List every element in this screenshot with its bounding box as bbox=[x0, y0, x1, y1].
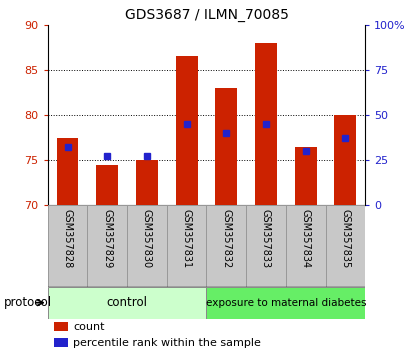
Bar bbox=[88, 205, 127, 287]
Bar bbox=[48, 287, 207, 319]
Bar bbox=[54, 338, 68, 347]
Text: GSM357828: GSM357828 bbox=[63, 209, 73, 269]
Text: GSM357833: GSM357833 bbox=[261, 209, 271, 269]
Text: GSM357829: GSM357829 bbox=[102, 209, 112, 269]
Text: GSM357835: GSM357835 bbox=[340, 209, 350, 269]
Bar bbox=[54, 322, 68, 331]
Bar bbox=[246, 205, 286, 287]
Text: exposure to maternal diabetes: exposure to maternal diabetes bbox=[205, 298, 366, 308]
Bar bbox=[96, 165, 118, 205]
Bar bbox=[334, 115, 356, 205]
Text: count: count bbox=[73, 322, 105, 332]
Bar bbox=[176, 56, 198, 205]
Text: GSM357832: GSM357832 bbox=[221, 209, 231, 269]
Title: GDS3687 / ILMN_70085: GDS3687 / ILMN_70085 bbox=[124, 8, 288, 22]
Text: percentile rank within the sample: percentile rank within the sample bbox=[73, 338, 261, 348]
Bar bbox=[207, 205, 246, 287]
Text: control: control bbox=[107, 296, 148, 309]
Bar bbox=[325, 205, 365, 287]
Text: protocol: protocol bbox=[4, 296, 52, 309]
Text: GSM357831: GSM357831 bbox=[182, 209, 192, 269]
Bar bbox=[286, 205, 325, 287]
Bar bbox=[207, 287, 365, 319]
Bar bbox=[215, 88, 237, 205]
Bar bbox=[57, 138, 78, 205]
Bar bbox=[48, 205, 88, 287]
Bar bbox=[255, 43, 277, 205]
Text: GSM357830: GSM357830 bbox=[142, 209, 152, 269]
Bar bbox=[167, 205, 207, 287]
Bar bbox=[136, 160, 158, 205]
Bar bbox=[127, 205, 167, 287]
Bar bbox=[295, 147, 317, 205]
Text: GSM357834: GSM357834 bbox=[301, 209, 311, 269]
